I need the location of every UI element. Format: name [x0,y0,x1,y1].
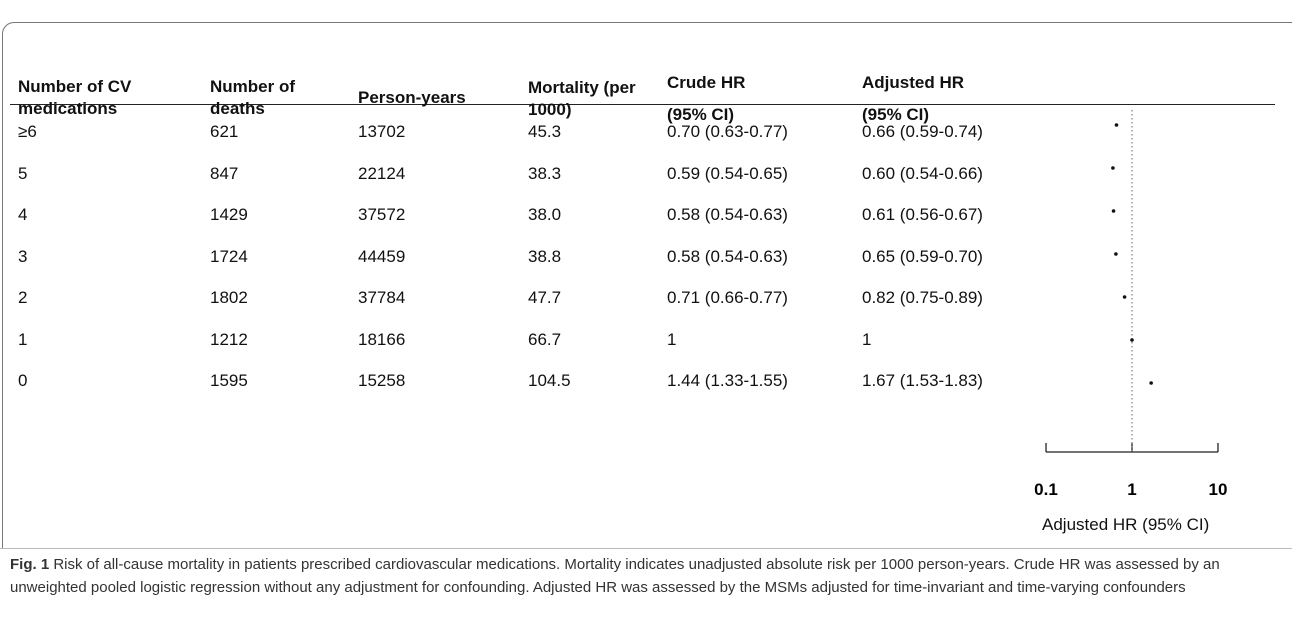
forest-plot: 0.1 1 10 [1034,110,1228,499]
header-cell: Number of deaths [210,77,295,118]
table-cell: 4 [18,205,28,224]
table-cell: 38.0 [528,205,562,224]
header-cell: Number of CV medications [18,77,132,118]
table-cell: 104.5 [528,371,571,390]
caption-text: Risk of all-cause mortality in patients … [10,556,1220,596]
table-cell: 1.67 (1.53-1.83) [862,371,983,390]
x-tick-label: 1 [1127,480,1136,499]
table-cell: 1 [862,329,872,349]
hr-point [1114,123,1119,127]
table-cell: 3 [18,246,28,266]
header-cell: Person-years [358,88,466,107]
caption-rule [0,548,1292,549]
table-cell: 18166 [358,329,406,349]
hr-point [1122,295,1127,299]
table-cell: 37572 [358,205,406,224]
header-cell: Mortality (per 1000) [528,78,636,119]
table-cell: 1724 [210,246,248,266]
table-cell: ≥6 [18,122,37,141]
x-tick-label: 10 [1209,480,1228,499]
header-rule [10,104,1275,105]
table-cell: 15258 [358,371,406,390]
table-cell: 44459 [358,246,406,266]
table-cell: 1429 [210,205,248,224]
hr-point [1111,209,1116,213]
table-cell: 1212 [210,329,248,349]
table-cell: 0.60 (0.54-0.66) [862,163,983,183]
table-cell: 847 [210,163,239,183]
table-cell: 38.8 [528,246,562,266]
hr-point [1111,166,1115,170]
header-cell: Crude HR (95% CI) [667,73,746,124]
hr-point [1130,338,1134,342]
x-tick-label: 0.1 [1034,480,1058,499]
table-cell: 37784 [358,288,406,307]
table-cell: 1802 [210,288,248,307]
table-cell: 0.61 (0.56-0.67) [862,205,983,224]
table-cell: 621 [210,122,239,141]
caption-label: Fig. 1 [10,556,50,573]
table-cell: 0.66 (0.59-0.74) [862,122,983,141]
table-cell: 0.82 (0.75-0.89) [862,288,983,307]
hr-point [1114,252,1118,256]
table-cell: 38.3 [528,163,562,183]
table-cell: 0 [18,371,28,390]
table-cell: 0.65 (0.59-0.70) [862,246,983,266]
table-cell: 45.3 [528,122,562,141]
table-cell: 5 [18,163,28,183]
table-cell: 2 [18,288,28,307]
table-cell: 66.7 [528,329,562,349]
x-axis-label: Adjusted HR (95% CI) [1042,515,1210,534]
hr-point [1149,381,1153,385]
table-cell: 0.59 (0.54-0.65) [667,163,788,183]
frame [2,22,1292,549]
header-cell: Adjusted HR (95% CI) [862,73,964,124]
table-cell: 47.7 [528,288,562,307]
table-cell: 1.44 (1.33-1.55) [667,371,788,390]
table-cell: 13702 [358,122,406,141]
table-cell: 0.70 (0.63-0.77) [667,122,788,141]
table-cell: 1 [18,329,28,349]
table-cell: 1595 [210,371,248,390]
table-cell: 0.71 (0.66-0.77) [667,288,788,307]
table-cell: 1 [667,329,677,349]
table-cell: 0.58 (0.54-0.63) [667,205,788,224]
table-cell: 22124 [358,163,406,183]
caption: Fig. 1 Risk of all-cause mortality in pa… [10,553,1285,599]
table-cell: 0.58 (0.54-0.63) [667,246,788,266]
